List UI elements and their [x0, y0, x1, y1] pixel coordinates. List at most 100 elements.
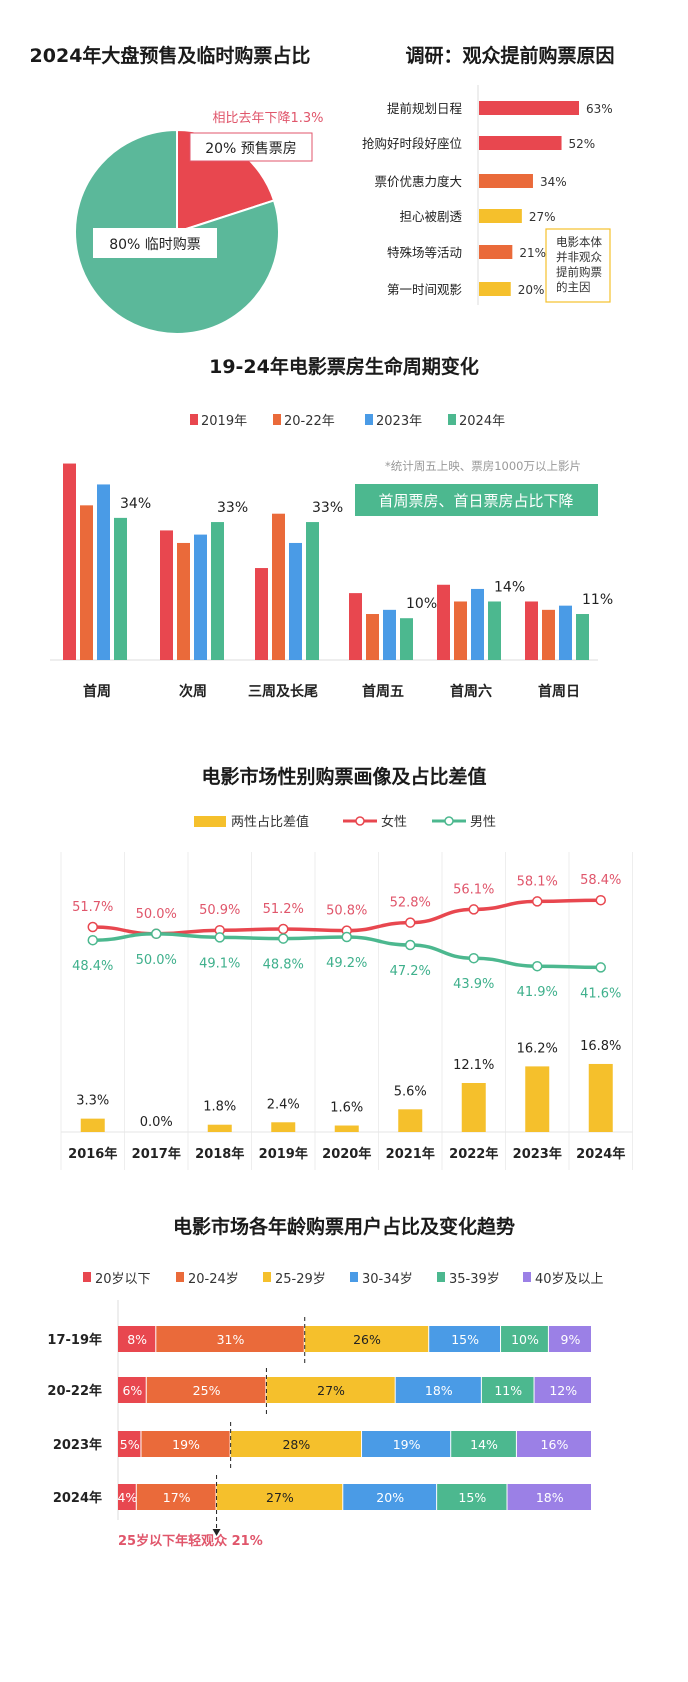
age-segment	[548, 1326, 591, 1352]
age-segment-label: 25%	[193, 1383, 221, 1398]
lifecycle-bar	[525, 601, 538, 660]
line-marker	[595, 894, 606, 906]
age-segment-label: 17%	[163, 1490, 191, 1505]
lifecycle-value-label: 34%	[120, 496, 151, 512]
lifecycle-bar	[211, 522, 224, 660]
age-segment	[304, 1326, 429, 1352]
reason-note-box	[545, 228, 611, 303]
difference-bar	[334, 1125, 359, 1132]
reason-bar	[479, 174, 533, 188]
reason-value: 52%	[569, 137, 596, 151]
pie-chart: 20% 预售票房 80% 临时购票	[74, 128, 313, 335]
reason-value: 21%	[519, 246, 546, 260]
lifecycle-bar	[559, 605, 572, 660]
age-segment-label: 9%	[561, 1332, 581, 1347]
lifecycle-category: 次周	[179, 683, 207, 700]
age-segment-label: 28%	[282, 1437, 310, 1452]
legend-label: 2024年	[459, 414, 505, 429]
legend-swatch	[350, 1272, 358, 1282]
age-segment	[141, 1431, 230, 1457]
age-segment	[501, 1326, 548, 1352]
legend-label: 2019年	[201, 414, 247, 429]
walkin-label-box	[93, 228, 217, 258]
male-value-label: 41.9%	[517, 985, 558, 1000]
legend-swatch	[176, 1272, 184, 1282]
age-segment-label: 19%	[393, 1437, 421, 1452]
lifecycle-bar	[255, 568, 268, 660]
legend-swatch	[83, 1272, 91, 1282]
legend-swatch	[194, 816, 226, 827]
legend-swatch	[263, 1272, 271, 1282]
difference-value-label: 12.1%	[453, 1058, 494, 1073]
legend-swatch	[448, 414, 456, 425]
year-label: 2024年	[576, 1146, 625, 1162]
year-label: 2018年	[195, 1146, 244, 1162]
reason-bar	[479, 136, 562, 150]
age-stacked-chart: 20岁以下 20-24岁 25-29岁 30-34岁 35-39岁 40岁及以上 17-19…	[47, 1272, 604, 1536]
age-segment	[156, 1326, 304, 1352]
age-segment	[429, 1326, 501, 1352]
age-segment-label: 26%	[353, 1332, 381, 1347]
legend-swatch	[190, 414, 198, 425]
reason-bar	[479, 245, 513, 259]
age-segment	[146, 1377, 266, 1403]
age-segment	[395, 1377, 481, 1403]
age-segment-label: 16%	[541, 1437, 569, 1452]
legend-label: 20岁以下	[95, 1272, 151, 1287]
line-marker	[87, 921, 98, 933]
female-value-label: 56.1%	[453, 882, 494, 897]
lifecycle-bar	[80, 505, 93, 660]
age-segment-label: 18%	[536, 1490, 564, 1505]
age-segment-label: 27%	[266, 1490, 294, 1505]
female-value-label: 50.0%	[136, 907, 177, 922]
age-segment-label: 18%	[425, 1383, 453, 1398]
female-value-label: 50.9%	[199, 903, 240, 918]
legend-label: 20-24岁	[188, 1272, 239, 1287]
reasons-bar-chart: 提前规划日程 63% 抢购好时段好座位 52% 票价优惠力度大 34% 担心被剧透 27% 特殊…	[362, 85, 613, 305]
legend-label: 30-34岁	[362, 1272, 413, 1287]
difference-bar	[588, 1063, 613, 1132]
lifecycle-bar	[383, 609, 396, 660]
line-marker	[341, 931, 352, 943]
reason-value: 20%	[518, 283, 545, 297]
line-marker	[468, 904, 479, 915]
pie-title: 2024年大盘预售及临时购票占比	[30, 44, 311, 67]
difference-value-label: 2.4%	[267, 1097, 300, 1112]
legend-swatch	[437, 1272, 445, 1282]
line-marker	[278, 923, 289, 935]
year-label: 2016年	[68, 1146, 117, 1162]
age-row-label: 20-22年	[47, 1383, 102, 1399]
reasons-title: 调研：观众提前购票原因	[405, 44, 614, 67]
lifecycle-value-label: 11%	[582, 592, 613, 608]
year-label: 2020年	[322, 1146, 371, 1162]
reason-label: 抢购好时段好座位	[362, 136, 462, 151]
lifecycle-bar	[177, 542, 190, 660]
age-segment-label: 5%	[120, 1437, 140, 1452]
year-label: 2019年	[259, 1146, 308, 1162]
difference-bar	[271, 1122, 296, 1132]
line-marker	[532, 896, 543, 907]
reason-bar	[479, 282, 511, 296]
lifecycle-bar	[576, 614, 589, 660]
legend-label: 两性占比差值	[231, 814, 309, 830]
year-label: 2023年	[513, 1146, 562, 1162]
lifecycle-bar	[272, 513, 285, 660]
lifecycle-value-label: 33%	[312, 500, 343, 516]
legend-label: 20-22年	[284, 414, 335, 429]
lifecycle-note: *统计周五上映、票房1000万以上影片	[385, 459, 581, 473]
legend-swatch	[273, 414, 281, 425]
age-segment	[118, 1326, 156, 1352]
age-segment-label: 27%	[317, 1383, 345, 1398]
age-segment	[118, 1484, 136, 1510]
year-label: 2021年	[386, 1146, 435, 1162]
reason-bar	[479, 101, 579, 115]
legend-marker	[444, 816, 454, 826]
age-segment	[534, 1377, 591, 1403]
lifecycle-bar	[437, 584, 450, 660]
lifecycle-category: 首周五	[362, 683, 404, 700]
difference-bar	[207, 1124, 232, 1132]
reason-label: 票价优惠力度大	[374, 174, 462, 189]
lifecycle-bar	[289, 542, 302, 660]
lifecycle-bar	[194, 534, 207, 660]
line-marker	[87, 934, 98, 946]
